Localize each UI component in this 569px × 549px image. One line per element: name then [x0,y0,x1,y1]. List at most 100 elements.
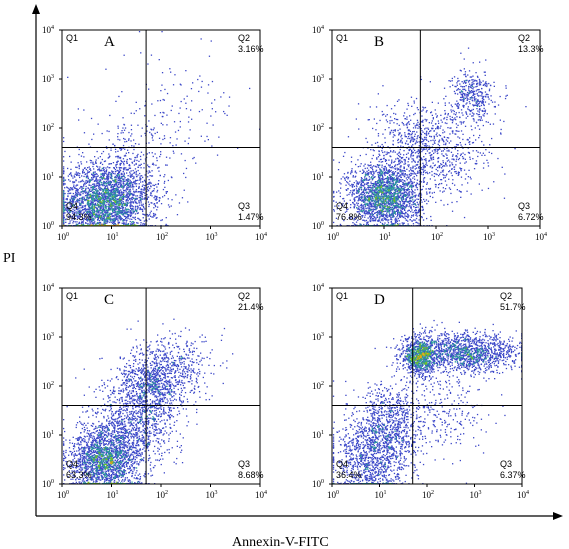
scatter-point [91,213,94,215]
scatter-point [103,177,105,179]
scatter-point [393,185,395,187]
scatter-point [124,183,127,185]
scatter-point [378,189,380,192]
scatter-point [81,224,83,226]
scatter-point [98,181,101,183]
scatter-point [134,209,136,212]
scatter-point [397,190,399,192]
scatter-point [371,185,373,187]
scatter-point [99,188,101,190]
scatter-point [188,137,190,139]
scatter-point [122,207,124,209]
scatter-point [416,198,418,200]
scatter-point [179,107,181,109]
scatter-point [368,195,370,197]
scatter-point [382,203,384,205]
scatter-point [375,191,377,194]
scatter-point [114,218,117,221]
scatter-point [395,204,397,206]
scatter-points-A [63,31,261,227]
scatter-point [354,176,356,178]
scatter-point [111,185,113,188]
scatter-point [167,198,169,200]
scatter-point [380,202,382,205]
scatter-point [121,218,123,220]
scatter-point [406,213,409,215]
scatter-point [107,217,109,219]
scatter-point [107,180,109,182]
scatter-point [124,196,126,198]
scatter-point [130,182,132,185]
scatter-point [106,210,108,213]
scatter-point [416,187,418,189]
scatter-point [380,212,383,214]
scatter-point [80,204,82,207]
scatter-point [398,213,400,215]
scatter-point [340,178,342,180]
scatter-point [366,195,368,198]
scatter-point [116,161,118,164]
scatter-point [119,176,121,178]
scatter-point [380,214,383,216]
scatter-point [110,181,112,183]
scatter-point [391,186,393,189]
scatter-point [103,180,105,183]
scatter-point [93,207,95,209]
scatter-point [394,220,397,222]
scatter-point [128,164,130,167]
scatter-point [86,195,88,197]
scatter-point [96,210,98,212]
scatter-point [78,207,80,209]
scatter-point [128,139,130,141]
scatter-point [149,215,152,217]
scatter-point [368,179,371,181]
scatter-point [402,156,404,159]
scatter-point [96,182,98,185]
scatter-point [142,209,144,211]
scatter-point [143,167,145,169]
scatter-point [63,193,65,195]
scatter-point [368,189,370,191]
scatter-point [105,197,107,199]
scatter-point [114,211,116,213]
scatter-point [69,198,71,201]
scatter-point [144,188,146,190]
scatter-point [355,172,358,174]
scatter-point [167,179,169,182]
scatter-point [408,195,410,197]
scatter-point [395,221,397,224]
scatter-point [390,186,393,188]
scatter-point [114,223,116,225]
scatter-point [81,206,84,208]
scatter-point [115,183,117,185]
scatter-point [84,194,87,197]
scatter-point [75,191,77,193]
scatter-point [80,193,82,195]
scatter-point [380,211,382,213]
scatter-point [414,168,416,170]
scatter-point [107,173,110,175]
scatter-point [344,179,346,181]
scatter-point [68,222,70,225]
scatter-point [396,208,398,211]
scatter-point [94,202,97,205]
scatter-point [126,188,128,190]
scatter-point [139,177,141,179]
scatter-point [88,208,90,210]
scatter-point [121,185,123,187]
scatter-point [365,177,368,179]
scatter-point [120,219,122,221]
scatter-point [133,172,135,174]
scatter-point [115,212,117,214]
scatter-point [90,197,93,199]
scatter-point [100,193,102,195]
scatter-point [374,202,377,204]
scatter-point [116,218,118,221]
scatter-point [422,179,425,181]
scatter-point [78,215,80,217]
scatter-point [371,183,374,185]
scatter-point [418,214,421,217]
scatter-point [65,204,67,206]
